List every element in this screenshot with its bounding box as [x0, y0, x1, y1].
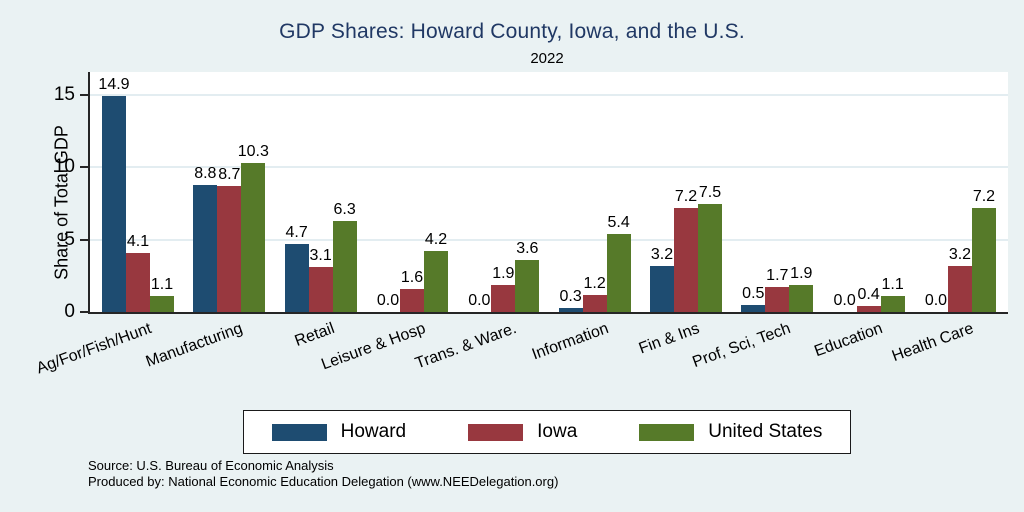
- gridline-10: [90, 166, 1008, 169]
- plot-area: 14.9 4.1 1.1 8.8 8.7 10.3 4.7 3.1 6.3 0.0 1.6 4.2 0.…: [88, 72, 1008, 314]
- bar-united-states: [332, 220, 357, 312]
- bar-group: 0.0 1.6 4.2: [376, 72, 448, 312]
- bar-value-label: 0.4: [857, 286, 880, 304]
- bar-united-states: [697, 203, 722, 312]
- bar-united-states: [423, 251, 448, 312]
- produced-by-note: Produced by: National Economic Education…: [88, 474, 559, 489]
- y-tick-label-15: 15: [53, 84, 75, 105]
- legend-label-united-states: United States: [708, 421, 823, 442]
- bar-group: 0.5 1.7 1.9: [741, 72, 814, 312]
- bar-iowa: [399, 288, 424, 312]
- bar-group: 4.7 3.1 6.3: [284, 72, 357, 312]
- bar-value-label: 1.9: [492, 264, 515, 282]
- bar-iowa: [947, 265, 972, 312]
- bar-howard: [193, 184, 218, 312]
- bar-group: 0.3 1.2 5.4: [558, 72, 631, 312]
- bar-united-states: [606, 233, 631, 312]
- y-axis-title: Share of Total GDP: [51, 125, 72, 280]
- bar-value-label: 3.2: [650, 245, 674, 263]
- legend-item-iowa: Iowa: [468, 421, 577, 443]
- bar-groups-container: 14.9 4.1 1.1 8.8 8.7 10.3 4.7 3.1 6.3 0.0 1.6 4.2 0.…: [90, 72, 1008, 312]
- bar-value-label: 10.3: [237, 143, 269, 160]
- y-tick-5: [80, 238, 88, 241]
- united-states-color-swatch: [639, 423, 695, 441]
- bar-united-states: [789, 284, 814, 312]
- gridline-15: [90, 94, 1008, 96]
- y-tick-label-0: 0: [64, 301, 75, 322]
- bar-iowa: [582, 294, 607, 312]
- legend-item-howard: Howard: [271, 421, 407, 443]
- bar-united-states: [880, 296, 905, 312]
- bar-value-label: 5.4: [607, 213, 630, 231]
- bar-value-label: 1.7: [766, 267, 789, 285]
- bar-howard: [741, 304, 766, 312]
- bar-united-states: [971, 207, 996, 312]
- bar-iowa: [765, 287, 790, 312]
- y-tick-label-5: 5: [64, 228, 75, 250]
- bar-value-label: 1.2: [583, 274, 606, 292]
- legend-label-iowa: Iowa: [537, 421, 578, 442]
- bar-value-label: 1.6: [400, 268, 424, 286]
- gridline-5: [90, 238, 1008, 241]
- bar-howard: [649, 265, 674, 312]
- chart-subtitle: 2022: [530, 50, 564, 67]
- bar-value-label: 6.3: [333, 200, 356, 218]
- bar-group: 8.8 8.7 10.3: [193, 72, 269, 312]
- legend-item-united-states: United States: [639, 421, 822, 443]
- y-tick-label-10: 10: [53, 156, 75, 178]
- bar-value-label: 4.2: [424, 231, 448, 249]
- bar-howard: [102, 96, 126, 312]
- iowa-color-swatch: [468, 423, 524, 441]
- bar-united-states: [515, 259, 540, 312]
- bar-value-label: 0.3: [559, 287, 582, 305]
- source-note: Source: U.S. Bureau of Economic Analysis: [88, 458, 334, 473]
- bar-value-label: 0.0: [924, 292, 948, 309]
- bar-value-label: 7.2: [674, 187, 698, 205]
- bar-value-label: 0.0: [833, 292, 856, 309]
- bar-value-label: 7.5: [698, 183, 722, 201]
- y-tick-0: [80, 311, 88, 313]
- bar-value-label: 8.7: [218, 166, 241, 184]
- chart-title: GDP Shares: Howard County, Iowa, and the…: [279, 20, 745, 43]
- bar-value-label: 0.0: [468, 292, 491, 309]
- bar-value-label: 3.6: [516, 239, 539, 257]
- bar-value-label: 3.2: [948, 245, 972, 263]
- bar-value-label: 0.0: [376, 292, 400, 309]
- bar-value-label: 1.9: [790, 264, 813, 282]
- bar-value-label: 4.7: [285, 224, 308, 242]
- bar-value-label: 7.2: [972, 187, 996, 205]
- bar-group: 14.9 4.1 1.1: [98, 72, 174, 312]
- bar-united-states: [150, 296, 174, 312]
- bar-iowa: [491, 284, 516, 312]
- bar-value-label: 1.1: [881, 276, 904, 294]
- y-tick-15: [80, 94, 88, 96]
- bar-iowa: [856, 306, 881, 312]
- bar-value-label: 8.8: [194, 164, 217, 182]
- bar-iowa: [308, 267, 333, 312]
- legend-box: Howard Iowa United States: [242, 410, 852, 454]
- bar-value-label: 1.1: [150, 276, 174, 294]
- bar-iowa: [126, 252, 150, 312]
- bar-group: 0.0 0.4 1.1: [833, 72, 905, 312]
- legend: Howard Iowa United States: [88, 410, 1006, 454]
- bar-iowa: [673, 207, 698, 312]
- bar-iowa: [217, 186, 242, 312]
- bar-value-label: 0.5: [742, 284, 765, 302]
- bar-group: 0.0 1.9 3.6: [467, 72, 540, 312]
- y-tick-10: [80, 166, 88, 169]
- bar-value-label: 14.9: [98, 76, 130, 94]
- bar-howard: [284, 244, 309, 312]
- howard-color-swatch: [271, 423, 327, 441]
- bar-value-label: 4.1: [126, 232, 150, 250]
- bar-group: 3.2 7.2 7.5: [649, 72, 722, 312]
- bar-united-states: [241, 163, 266, 312]
- bar-howard: [558, 307, 583, 312]
- legend-label-howard: Howard: [340, 421, 407, 442]
- bar-group: 0.0 3.2 7.2: [924, 72, 996, 312]
- bar-value-label: 3.1: [309, 247, 332, 265]
